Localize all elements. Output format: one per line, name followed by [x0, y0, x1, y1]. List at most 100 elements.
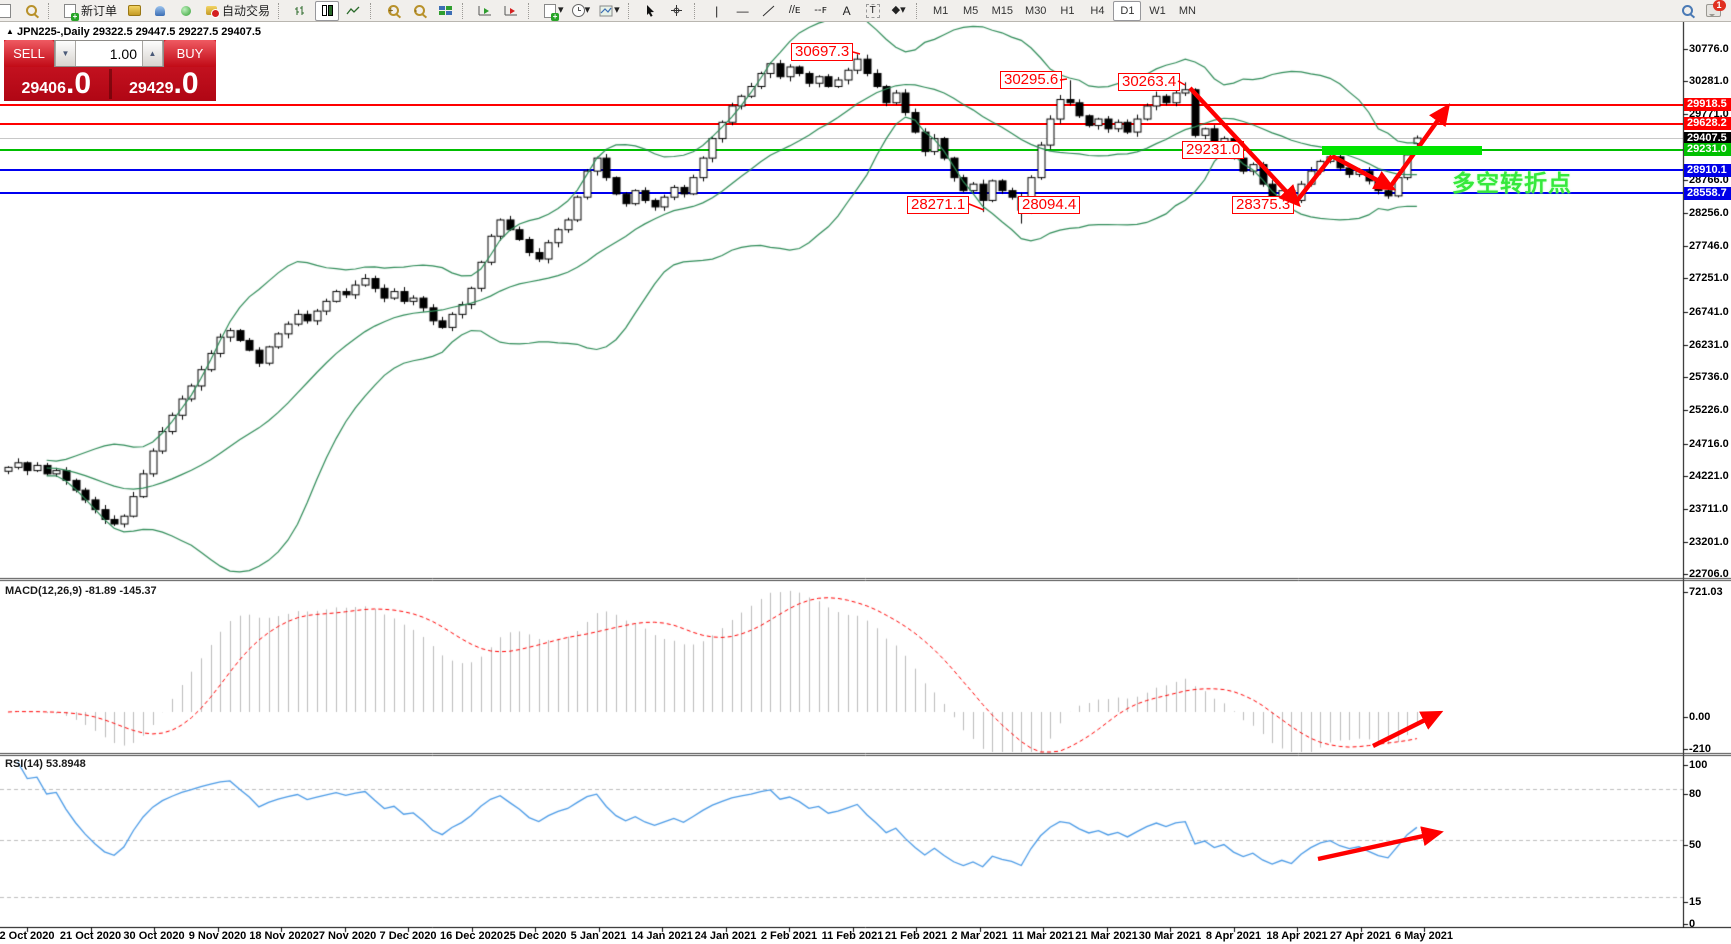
notifications-button[interactable]: 1: [1701, 0, 1726, 21]
community-button[interactable]: [148, 1, 172, 21]
crosshair-tool-button[interactable]: [665, 1, 689, 21]
buy-price-main: 29429: [128, 79, 174, 97]
autoscroll-icon: [477, 4, 493, 18]
timeframe-m15-button[interactable]: M15: [991, 4, 1014, 17]
clock-icon: [571, 4, 585, 17]
timeframe-m1-button[interactable]: M1: [932, 4, 949, 17]
dropdown-caret-icon: ▾: [558, 4, 564, 16]
label-tool-button[interactable]: T: [861, 1, 885, 21]
shapes-icon: ◆: [891, 4, 901, 16]
timeframe-h1-button[interactable]: H1: [1060, 4, 1075, 17]
chart-window[interactable]: ▲ JPN225-,Daily 29322.5 29447.5 29227.5 …: [0, 22, 1731, 944]
shapes-tool-button[interactable]: ◆ ▾: [887, 1, 911, 21]
candlestick-icon: [321, 5, 333, 16]
dropdown-caret-icon: ▾: [584, 4, 591, 16]
line-chart-mode-button[interactable]: [341, 1, 365, 21]
toolbar-separator: [627, 2, 635, 19]
timeframe-w1-button[interactable]: W1: [1149, 4, 1166, 17]
hline-tool-button[interactable]: —: [731, 1, 755, 21]
zoom-in-icon: +: [385, 4, 401, 18]
zoom-out-icon: -: [411, 4, 427, 18]
bar-chart-icon: [293, 4, 309, 18]
volume-input[interactable]: 1.00: [76, 41, 142, 66]
channel-icon: //ᴇ: [788, 4, 801, 16]
vertical-line-icon: |: [715, 3, 719, 18]
signals-button[interactable]: [174, 1, 198, 21]
chart-shift-button[interactable]: [499, 1, 523, 21]
crosshair-icon: [669, 4, 685, 18]
timeframe-mn-button[interactable]: MN: [1178, 4, 1196, 17]
indicators-button[interactable]: + ▾: [539, 1, 567, 21]
dropdown-caret-icon: ▾: [614, 4, 620, 16]
sell-price-main: 29406: [21, 79, 66, 97]
timeframe-h4-button[interactable]: H4: [1090, 4, 1105, 17]
toolbar-separator: [528, 2, 535, 19]
tile-windows-icon: [438, 6, 452, 15]
profiles-button[interactable]: [19, 1, 43, 21]
zoom-in-button[interactable]: +: [381, 1, 405, 21]
toolbar-separator: [370, 2, 377, 19]
price-divider: [108, 69, 112, 99]
search-button[interactable]: [1675, 1, 1699, 21]
vline-tool-button[interactable]: |: [705, 1, 729, 21]
cursor-tool-button[interactable]: [639, 1, 663, 21]
main-toolbar: + 新订单 自动交易 + - + ▾ ▾ ▾ | — //ᴇ --ꜰ A: [0, 0, 1731, 22]
fibonacci-tool-button[interactable]: --ꜰ: [809, 1, 833, 21]
volume-decrease-button[interactable]: ▼: [55, 41, 76, 66]
sell-price-fraction: .0: [65, 66, 92, 100]
autoscroll-button[interactable]: [473, 1, 497, 21]
trendline-tool-button[interactable]: [757, 1, 781, 21]
symbol-ohlc-text: JPN225-,Daily 29322.5 29447.5 29227.5 29…: [16, 26, 262, 38]
signals-icon: [178, 4, 194, 18]
autotrading-button[interactable]: 自动交易: [200, 1, 273, 21]
chart-profile-icon: [23, 4, 39, 18]
search-icon: [1681, 5, 1693, 16]
collapse-triangle-icon: ▲: [6, 27, 14, 36]
timeframe-m5-button[interactable]: M5: [962, 4, 979, 17]
fibonacci-icon: --ꜰ: [814, 4, 827, 16]
timeframe-bar: M1 M5 M15 M30 H1 H4 D1 W1 MN: [926, 0, 1203, 21]
new-order-label: 新订单: [81, 4, 118, 18]
sell-button[interactable]: SELL: [4, 40, 54, 67]
new-chart-button[interactable]: [0, 1, 17, 21]
autotrading-icon: [203, 4, 220, 18]
volume-spinner: ▼ 1.00 ▲: [54, 40, 164, 67]
buy-button[interactable]: BUY: [164, 40, 216, 67]
channel-tool-button[interactable]: //ᴇ: [783, 1, 807, 21]
templates-button[interactable]: ▾: [595, 1, 623, 21]
toolbar-separator: [462, 2, 469, 19]
volume-increase-button[interactable]: ▲: [142, 41, 163, 66]
sell-price[interactable]: 29406 .0: [4, 66, 109, 100]
indicators-icon: +: [542, 3, 560, 21]
trendline-icon: [761, 4, 777, 18]
buy-price[interactable]: 29429 .0: [112, 66, 217, 100]
cursor-icon: [643, 4, 659, 18]
notification-badge: 1: [1712, 0, 1726, 11]
toolbar-separator: [48, 2, 55, 19]
autotrading-label: 自动交易: [222, 4, 271, 18]
chat-bubble-icon: 1: [1705, 0, 1726, 17]
new-order-button[interactable]: + 新订单: [59, 1, 120, 21]
community-icon: [152, 4, 168, 18]
zoom-out-button[interactable]: -: [407, 1, 431, 21]
periods-button[interactable]: ▾: [569, 1, 594, 21]
new-chart-icon: [0, 3, 13, 18]
text-tool-button[interactable]: A: [835, 1, 859, 21]
bar-chart-mode-button[interactable]: [289, 1, 313, 21]
history-center-icon: [126, 4, 142, 18]
history-center-button[interactable]: [122, 1, 146, 21]
timeframe-d1-button[interactable]: D1: [1113, 0, 1142, 21]
new-order-icon: +: [62, 3, 79, 21]
candlestick-canvas: [0, 22, 1731, 944]
text-icon: A: [842, 3, 851, 18]
tile-windows-button[interactable]: [433, 1, 457, 21]
toolbar-separator: [278, 2, 285, 19]
toolbar-separator: [915, 2, 923, 19]
dropdown-caret-icon: ▾: [900, 4, 906, 16]
toolbar-separator: [693, 2, 701, 19]
timeframe-m30-button[interactable]: M30: [1025, 4, 1047, 17]
buy-price-fraction: .0: [173, 66, 199, 100]
candlestick-mode-button[interactable]: [315, 0, 340, 21]
template-icon: [598, 4, 614, 18]
line-chart-icon: [345, 4, 361, 18]
